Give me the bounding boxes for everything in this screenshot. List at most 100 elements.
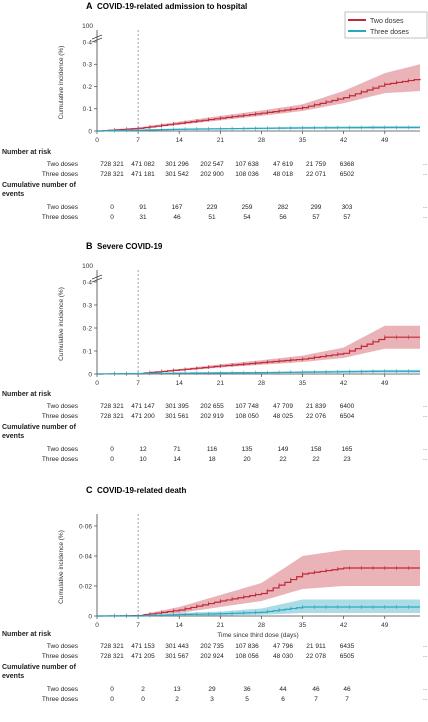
y-tick-label: 0·04	[79, 553, 92, 560]
panel-letter: B	[86, 241, 93, 251]
row-label-three-doses: Three doses	[42, 653, 79, 660]
events-three-cell: 6	[281, 696, 285, 703]
row-label-three-doses: Three doses	[42, 214, 79, 221]
x-tick-label: 14	[176, 622, 184, 629]
x-tick-label: 35	[299, 622, 307, 629]
at-risk-two-cell: 728 321	[100, 643, 124, 650]
number-at-risk-heading: Number at risk	[2, 631, 51, 638]
at-risk-three-cell: 301 567	[165, 653, 189, 660]
ellipsis: ··	[423, 653, 427, 660]
events-three-cell: 10	[139, 456, 147, 463]
events-two-cell: 116	[207, 446, 218, 453]
at-risk-three-cell: 301 542	[165, 171, 189, 178]
at-risk-three-cell: 728 321	[100, 653, 124, 660]
events-three-cell: 22	[279, 456, 287, 463]
two-doses-line	[97, 78, 421, 132]
row-label-two-doses: Two doses	[47, 403, 79, 410]
ellipsis: ··	[423, 161, 427, 168]
y-tick-label: 0·06	[79, 523, 92, 530]
x-tick-label: 49	[381, 622, 389, 629]
cumulative-events-heading: Cumulative number of events	[2, 664, 77, 680]
at-risk-two-cell: 6400	[340, 403, 355, 410]
events-three-cell: 20	[243, 456, 251, 463]
y-tick-label: 0·4	[83, 279, 93, 286]
events-three-cell: 51	[208, 214, 216, 221]
y-tick-label-100: 100	[82, 23, 93, 30]
x-tick-label: 14	[176, 137, 184, 144]
events-three-cell: 46	[173, 214, 181, 221]
events-three-cell: 56	[279, 214, 287, 221]
panel-a: A COVID-19-related admission to hospital 1…	[2, 1, 427, 221]
number-at-risk-heading: Number at risk	[2, 391, 51, 398]
events-two-cell: 46	[343, 686, 351, 693]
at-risk-three-cell: 48 025	[273, 413, 293, 420]
at-risk-two-cell: 21 911	[306, 643, 326, 650]
at-risk-three-cell: 22 071	[306, 171, 326, 178]
events-two-cell: 135	[242, 446, 253, 453]
at-risk-two-cell: 728 321	[100, 403, 124, 410]
events-two-cell: 229	[207, 204, 218, 211]
at-risk-two-cell: 6368	[340, 161, 355, 168]
events-three-cell: 7	[345, 696, 349, 703]
x-tick-label: 7	[136, 622, 140, 629]
y-axis-break	[91, 34, 103, 43]
events-three-cell: 5	[245, 696, 249, 703]
y-tick-label: 0·2	[83, 325, 93, 332]
events-three-cell: 18	[208, 456, 216, 463]
events-three-cell: 57	[343, 214, 351, 221]
at-risk-three-cell: 202 924	[200, 653, 224, 660]
ellipsis: ··	[423, 403, 427, 410]
x-tick-label: 0	[95, 137, 99, 144]
at-risk-two-cell: 107 638	[235, 161, 259, 168]
at-risk-three-cell: 6505	[340, 653, 355, 660]
x-tick-label: 28	[258, 380, 266, 387]
at-risk-two-cell: 107 836	[235, 643, 259, 650]
y-tick-label: 0·2	[83, 84, 93, 91]
events-three-cell: 2	[175, 696, 179, 703]
cumulative-events-heading: Cumulative number of events	[2, 182, 77, 198]
at-risk-three-cell: 202 900	[200, 171, 224, 178]
x-tick-label: 21	[217, 622, 225, 629]
at-risk-two-cell: 301 443	[165, 643, 189, 650]
at-risk-three-cell: 6504	[340, 413, 355, 420]
at-risk-two-cell: 471 147	[131, 403, 155, 410]
events-two-cell: 0	[110, 204, 114, 211]
at-risk-three-cell: 202 919	[200, 413, 224, 420]
y-tick-label-100: 100	[82, 263, 93, 270]
events-two-cell: 71	[173, 446, 181, 453]
events-two-cell: 12	[139, 446, 147, 453]
x-tick-label: 42	[340, 137, 348, 144]
events-two-cell: 259	[242, 204, 253, 211]
events-two-cell: 0	[110, 686, 114, 693]
events-two-cell: 46	[312, 686, 320, 693]
at-risk-three-cell: 48 018	[273, 171, 293, 178]
x-tick-label: 0	[95, 622, 99, 629]
y-tick-label: 0	[88, 613, 92, 620]
at-risk-two-cell: 21 759	[306, 161, 326, 168]
at-risk-three-cell: 108 036	[235, 171, 259, 178]
panel-title: Severe COVID-19	[97, 242, 163, 251]
y-tick-label: 0·1	[83, 106, 93, 113]
at-risk-three-cell: 471 200	[131, 413, 155, 420]
ellipsis: ··	[423, 214, 427, 221]
events-three-cell: 3	[210, 696, 214, 703]
at-risk-two-cell: 107 748	[235, 403, 259, 410]
two-doses-line	[97, 567, 420, 617]
cumulative-events-heading: Cumulative number of events	[2, 424, 77, 440]
panels: A COVID-19-related admission to hospital 1…	[2, 1, 427, 703]
y-tick-label: 0	[88, 128, 92, 135]
at-risk-two-cell: 728 321	[100, 161, 124, 168]
y-axis-break	[91, 274, 103, 283]
events-three-cell: 23	[343, 456, 351, 463]
at-risk-two-cell: 202 655	[200, 403, 224, 410]
events-three-cell: 54	[243, 214, 251, 221]
ellipsis: ··	[423, 456, 427, 463]
x-axis-label: Time since third dose (days)	[217, 632, 298, 639]
panel-title: COVID-19-related admission to hospital	[97, 2, 247, 11]
at-risk-three-cell: 22 078	[306, 653, 326, 660]
at-risk-three-cell: 48 030	[273, 653, 293, 660]
at-risk-three-cell: 108 050	[235, 413, 259, 420]
legend-box	[344, 11, 428, 39]
at-risk-two-cell: 471 082	[131, 161, 155, 168]
row-label-three-doses: Three doses	[42, 456, 79, 463]
